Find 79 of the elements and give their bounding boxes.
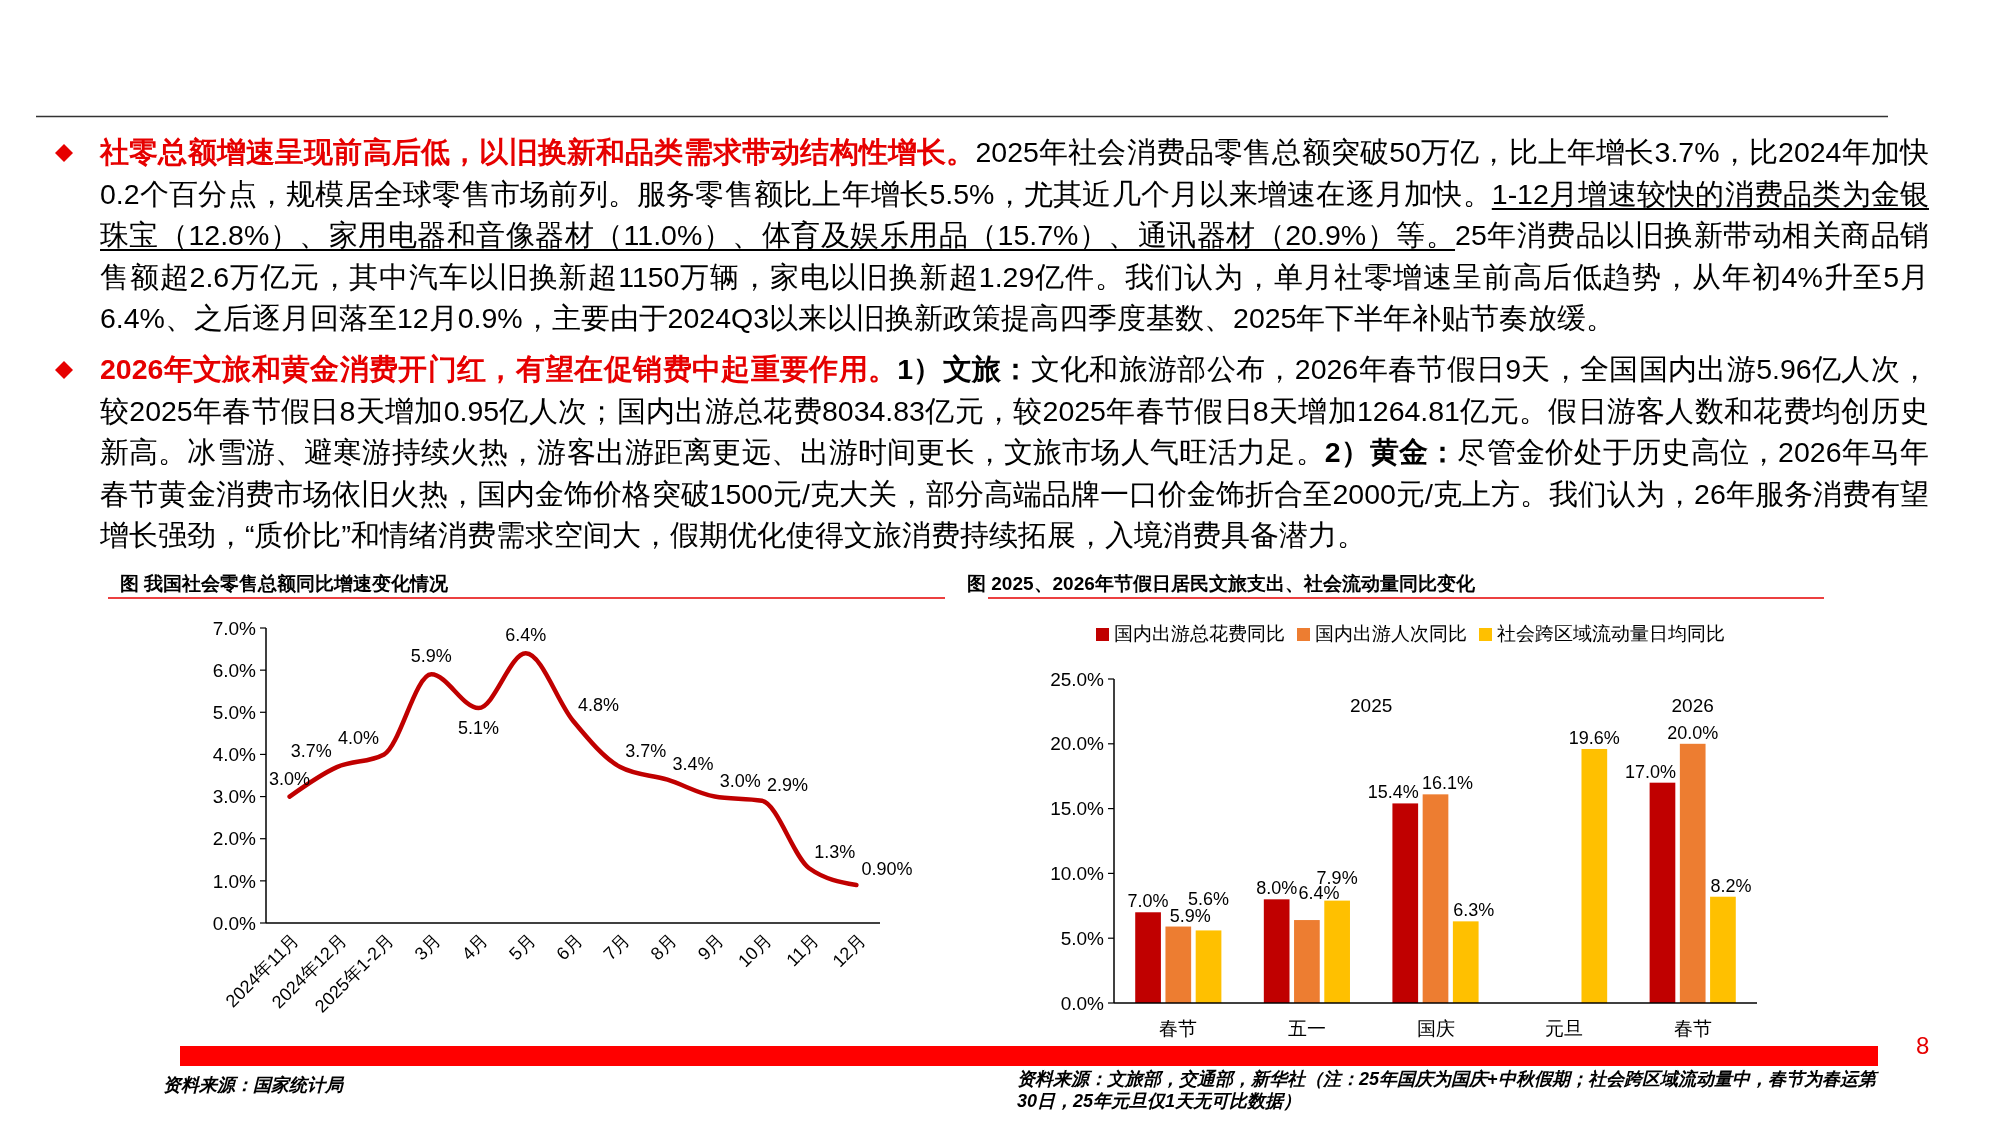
x-tick-label: 春节 — [1673, 1018, 1712, 1039]
data-label: 0.90% — [861, 859, 913, 880]
x-tick-label: 元旦 — [1545, 1018, 1584, 1039]
y-tick-label: 7.0% — [212, 617, 257, 639]
x-tick-label: 春节 — [1159, 1018, 1198, 1039]
y-tick-label: 2.0% — [212, 828, 257, 850]
annotation: 2025 — [1350, 695, 1393, 716]
annotation: 2026 — [1671, 695, 1714, 716]
data-label: 17.0% — [1624, 761, 1676, 782]
y-tick-label: 0.0% — [212, 912, 257, 934]
x-tick-label: 6月 — [552, 930, 587, 965]
data-label: 8.2% — [1710, 875, 1752, 896]
x-tick-label: 11月 — [782, 930, 823, 971]
legend-label: 国内出游总花费同比 — [1113, 622, 1285, 646]
y-tick-label: 1.0% — [212, 870, 257, 892]
bar — [1392, 803, 1419, 1003]
text: 8 — [1916, 1032, 1930, 1060]
bar — [1649, 782, 1676, 1003]
data-label: 4.8% — [578, 694, 620, 715]
x-tick-label: 国庆 — [1416, 1018, 1455, 1039]
data-label: 15.4% — [1367, 782, 1419, 803]
y-tick-label: 5.0% — [1060, 927, 1105, 949]
x-tick-label: 8月 — [646, 930, 681, 965]
data-label: 3.7% — [625, 741, 667, 762]
data-label: 6.3% — [1453, 900, 1495, 921]
data-label: 3.4% — [672, 753, 714, 774]
data-label: 16.1% — [1421, 773, 1474, 794]
legend-label: 社会跨区域流动量日均同比 — [1496, 622, 1725, 646]
x-tick-label: 5月 — [505, 930, 540, 965]
data-label: 1.3% — [814, 842, 856, 863]
data-label: 8.0% — [1256, 878, 1298, 899]
legend-label: 国内出游人次同比 — [1314, 622, 1467, 646]
bar — [1195, 930, 1222, 1003]
x-tick-label: 12月 — [828, 930, 870, 972]
y-tick-label: 5.0% — [212, 701, 257, 723]
bar — [1422, 794, 1449, 1003]
data-label: 19.6% — [1568, 727, 1620, 748]
text: 资料来源：国家统计局 — [163, 1074, 345, 1096]
data-label: 3.0% — [719, 770, 761, 791]
text: 2）黄金： — [1324, 436, 1458, 468]
bar — [1135, 912, 1161, 1003]
text: 2026年文旅和黄金消费开门红，有望在促销费中起重要作用。 — [100, 353, 898, 385]
chart-title: 图 我国社会零售总额同比增速变化情况 — [120, 573, 450, 594]
data-label: 3.7% — [290, 741, 332, 762]
bar — [1710, 896, 1736, 1003]
x-tick-label: 3月 — [410, 930, 445, 965]
y-tick-label: 10.0% — [1050, 863, 1105, 885]
data-label: 6.4% — [1298, 883, 1340, 904]
bar — [1452, 921, 1479, 1003]
x-tick-label: 五一 — [1287, 1018, 1326, 1039]
y-tick-label: 20.0% — [1050, 733, 1105, 755]
data-label: 2.9% — [766, 774, 808, 795]
data-label: 7.0% — [1127, 891, 1169, 912]
data-label: 4.0% — [338, 728, 380, 749]
bar — [1165, 926, 1192, 1003]
bar — [1581, 748, 1608, 1003]
bar — [1263, 899, 1290, 1003]
y-tick-label: 15.0% — [1050, 798, 1105, 820]
text: 1）文旅： — [897, 353, 1031, 385]
bar — [1324, 900, 1350, 1003]
chart-title: 图 2025、2026年节假日居民文旅支出、社会流动量同比变化 — [967, 573, 1476, 594]
data-label: 6.4% — [505, 625, 547, 646]
x-tick-label: 9月 — [694, 930, 728, 965]
y-tick-label: 4.0% — [212, 744, 257, 766]
bar — [1679, 743, 1706, 1003]
y-tick-label: 6.0% — [212, 659, 257, 681]
x-tick-label: 4月 — [457, 930, 492, 965]
y-tick-label: 3.0% — [212, 786, 257, 808]
x-tick-label: 7月 — [599, 930, 634, 965]
text: 社零总额增速呈现前高后低，以旧换新和品类需求带动结构性增长。 — [100, 136, 976, 168]
data-label: 5.1% — [458, 717, 500, 738]
bar — [1294, 920, 1320, 1003]
y-tick-label: 0.0% — [1060, 992, 1105, 1014]
data-label: 5.9% — [410, 646, 452, 667]
data-label: 3.0% — [269, 768, 311, 789]
x-tick-label: 10月 — [734, 930, 776, 972]
text: 资料来源：文旅部，交通部，新华社（注：25年国庆为国庆+中秋假期；社会跨区域流动量中，春节为春运第30日，25年元旦仅1天无可比数据） — [1017, 1068, 1877, 1112]
y-tick-label: 25.0% — [1050, 668, 1105, 690]
data-label: 20.0% — [1667, 722, 1719, 743]
